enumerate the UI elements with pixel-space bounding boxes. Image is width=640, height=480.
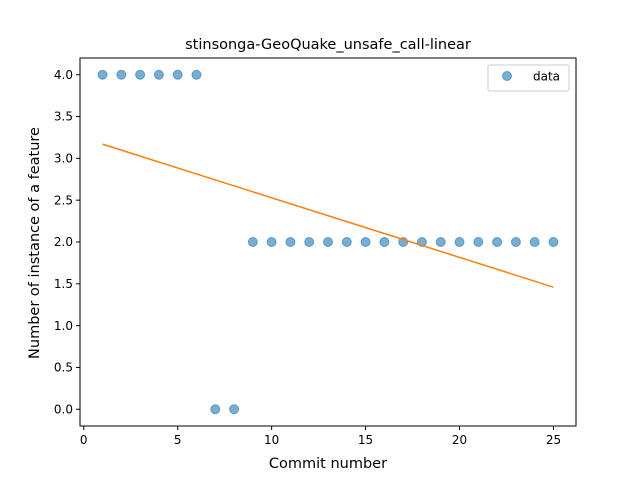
data-point: [454, 237, 465, 247]
y-tick-label: 4.0: [54, 68, 73, 82]
x-tick-label: 10: [264, 433, 279, 447]
data-point: [379, 237, 390, 247]
data-point: [492, 237, 503, 247]
y-tick-label: 3.0: [54, 152, 73, 166]
data-point: [210, 404, 221, 415]
y-tick-label: 3.5: [54, 110, 73, 124]
data-point: [266, 237, 277, 247]
data-point: [191, 69, 202, 80]
y-tick-label: 0.0: [54, 402, 73, 416]
data-point: [172, 69, 183, 80]
x-tick-label: 0: [80, 433, 88, 447]
data-point: [529, 237, 540, 247]
legend-label: data: [533, 70, 560, 84]
legend-marker: [502, 71, 512, 81]
data-point: [323, 237, 333, 247]
data-point: [97, 69, 108, 80]
y-axis-label: Number of instance of a feature: [27, 127, 43, 359]
y-tick-label: 1.0: [54, 319, 73, 333]
legend: data: [487, 64, 570, 92]
data-point: [510, 237, 521, 247]
chart-title: stinsonga-GeoQuake_unsafe_call-linear: [185, 37, 471, 53]
x-axis-label: Commit number: [269, 456, 387, 472]
data-point: [548, 237, 559, 247]
data-point: [153, 69, 164, 80]
y-tick-label: 2.5: [54, 193, 73, 207]
x-tick-label: 5: [174, 433, 182, 447]
data-point: [341, 237, 352, 247]
data-point: [435, 237, 446, 247]
data-point: [473, 237, 484, 247]
y-tick-label: 2.0: [54, 235, 73, 249]
y-tick-label: 1.5: [54, 277, 73, 291]
y-tick-label: 0.5: [54, 361, 73, 375]
data-point: [135, 69, 146, 80]
axes: 0 5 10 15 20 25 0.0 0.5 1.0 1.5 2.0 2.5 3.0 3.5 4.0: [54, 57, 577, 447]
plot-area: [97, 69, 559, 415]
data-point: [116, 69, 127, 80]
x-tick-label: 20: [452, 433, 467, 447]
data-point: [360, 237, 371, 247]
fit-line: [102, 143, 554, 288]
data-point: [285, 237, 296, 247]
data-point: [247, 237, 258, 247]
x-tick-label: 15: [358, 433, 373, 447]
x-tick-label: 25: [546, 433, 561, 447]
data-point: [304, 237, 315, 247]
data-point: [229, 404, 240, 415]
